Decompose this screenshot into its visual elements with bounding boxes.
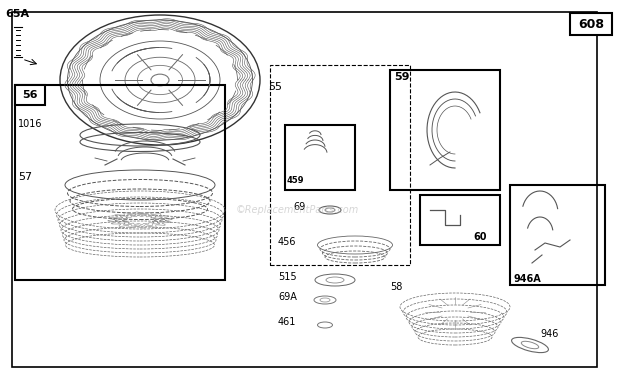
Bar (270, 65, 410, 265)
Text: 60: 60 (474, 232, 487, 242)
Bar (15, 85, 45, 105)
Bar (510, 185, 605, 285)
Text: 55: 55 (268, 82, 282, 92)
Text: 515: 515 (278, 272, 296, 282)
Text: 65A: 65A (5, 9, 29, 19)
Text: 608: 608 (578, 18, 604, 30)
Text: 946A: 946A (513, 274, 541, 284)
Bar (420, 195, 500, 245)
Text: 461: 461 (278, 317, 296, 327)
Bar (15, 85, 225, 280)
Text: 69A: 69A (278, 292, 297, 302)
Text: 57: 57 (18, 172, 32, 182)
Text: 59: 59 (394, 72, 409, 82)
Text: 69: 69 (293, 202, 305, 212)
Text: 946: 946 (540, 329, 559, 339)
Text: ©ReplacementParts.com: ©ReplacementParts.com (236, 205, 359, 215)
Text: 459: 459 (287, 176, 304, 185)
Bar (285, 125, 355, 190)
Text: 58: 58 (390, 282, 402, 292)
Bar (570, 13, 612, 35)
Bar (390, 70, 500, 190)
Text: 56: 56 (22, 90, 38, 100)
Text: 456: 456 (278, 237, 296, 247)
Text: 1016: 1016 (18, 119, 43, 129)
